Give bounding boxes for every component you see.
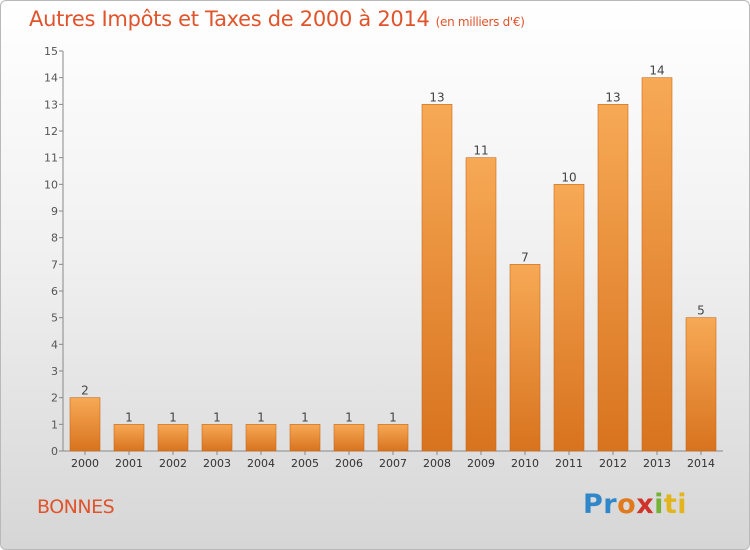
- x-tick-label: 2007: [379, 457, 407, 470]
- value-label: 1: [213, 410, 221, 424]
- value-label: 5: [697, 304, 705, 318]
- bar: [69, 397, 101, 452]
- value-label: 11: [473, 144, 488, 158]
- x-tick-label: 2009: [467, 457, 495, 470]
- bar: [245, 424, 277, 452]
- bar: [377, 424, 409, 452]
- y-tick-label: 1: [51, 418, 58, 431]
- bar: [553, 184, 585, 452]
- value-label: 13: [605, 90, 620, 104]
- chart-subtitle: (en milliers d'€): [435, 15, 525, 29]
- y-tick-label: 2: [51, 392, 58, 405]
- bar: [201, 424, 233, 452]
- logo-letter: P: [583, 489, 604, 520]
- y-tick-label: 7: [51, 258, 58, 271]
- x-tick-label: 2012: [599, 457, 627, 470]
- chart-labels: 2000 2 2001 1 2002 1 2003 1 2004 1 2005 1 2006 1 2007 1…: [71, 64, 715, 470]
- y-tick-label: 6: [51, 285, 58, 298]
- y-tick-label: 4: [51, 338, 58, 351]
- y-tick-label: 15: [44, 45, 58, 58]
- y-tick-label: 14: [44, 72, 58, 85]
- y-tick-label: 0: [51, 445, 58, 458]
- y-tick-label: 12: [44, 125, 58, 138]
- x-tick-label: 2014: [687, 457, 715, 470]
- x-tick-label: 2013: [643, 457, 671, 470]
- y-tick-label: 8: [51, 232, 58, 245]
- bar: [509, 264, 541, 452]
- value-label: 1: [169, 410, 177, 424]
- bar: [113, 424, 145, 452]
- x-tick-label: 2001: [115, 457, 143, 470]
- bar: [289, 424, 321, 452]
- proxiti-logo: Proxiti: [583, 489, 687, 520]
- bar: [685, 317, 717, 452]
- value-label: 1: [389, 410, 397, 424]
- chart-title: Autres Impôts et Taxes de 2000 à 2014 (en…: [29, 7, 525, 31]
- chart-title-text: Autres Impôts et Taxes de 2000 à 2014: [29, 7, 430, 31]
- x-tick-label: 2010: [511, 457, 539, 470]
- y-tick-label: 5: [51, 312, 58, 325]
- value-label: 13: [429, 90, 444, 104]
- x-tick-label: 2008: [423, 457, 451, 470]
- x-tick-label: 2003: [203, 457, 231, 470]
- x-tick-label: 2004: [247, 457, 275, 470]
- y-tick-label: 13: [44, 98, 58, 111]
- bar: [421, 104, 453, 452]
- location-name: BONNES: [37, 496, 115, 518]
- value-label: 1: [125, 410, 133, 424]
- logo-letter: ti: [663, 489, 688, 520]
- y-tick-label: 9: [51, 205, 58, 218]
- x-tick-label: 2006: [335, 457, 363, 470]
- bar: [597, 104, 629, 452]
- value-label: 1: [345, 410, 353, 424]
- logo-letter: r: [603, 489, 618, 520]
- x-tick-label: 2000: [71, 457, 99, 470]
- y-tick-label: 11: [44, 152, 58, 165]
- x-tick-label: 2005: [291, 457, 319, 470]
- x-tick-label: 2011: [555, 457, 583, 470]
- chart-bars: [69, 77, 717, 452]
- logo-letter: o: [617, 489, 637, 520]
- x-tick-label: 2002: [159, 457, 187, 470]
- y-tick-label: 10: [44, 178, 58, 191]
- value-label: 14: [649, 64, 664, 78]
- value-label: 2: [81, 384, 89, 398]
- logo-letter: i: [654, 489, 664, 520]
- value-label: 7: [521, 250, 529, 264]
- value-label: 1: [257, 410, 265, 424]
- value-label: 10: [561, 170, 576, 184]
- bar: [333, 424, 365, 452]
- y-tick-label: 3: [51, 365, 58, 378]
- bar: [465, 157, 497, 452]
- value-label: 1: [301, 410, 309, 424]
- bar: [641, 77, 673, 452]
- logo-letter: x: [636, 489, 655, 520]
- bar: [157, 424, 189, 452]
